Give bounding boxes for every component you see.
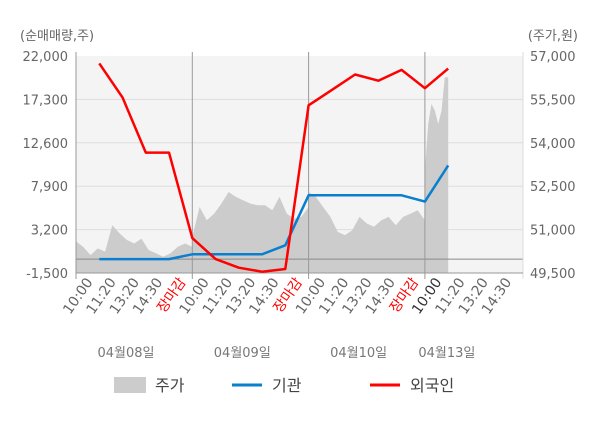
legend-label-institution: 기관	[272, 376, 302, 395]
left-tick-label: 17,300	[23, 93, 69, 108]
legend-label-price: 주가	[155, 376, 185, 395]
right-tick-label: 49,500	[530, 267, 576, 282]
left-tick-label: 3,200	[31, 224, 68, 239]
series-line-foreign	[98, 62, 450, 273]
series-line-institution	[99, 164, 450, 261]
legend-swatch-price	[114, 377, 146, 393]
legend-label-foreign: 외국인	[410, 376, 454, 395]
date-label: 04월08일	[97, 346, 154, 361]
date-label: 04월09일	[214, 346, 271, 361]
right-tick-label: 57,000	[530, 50, 576, 65]
right-tick-label: 51,000	[530, 224, 576, 239]
date-label: 04월13일	[418, 346, 475, 361]
left-axis-label: (순매매량,주)	[20, 29, 94, 44]
left-tick-label: 12,600	[23, 137, 69, 152]
legend: 주가 기관 외국인	[114, 376, 454, 395]
left-tick-label: 22,000	[23, 50, 69, 65]
right-tick-label: 55,500	[530, 93, 576, 108]
plot-area: 22,000 17,300 12,600 7,900 3,200 -1,500 57,000…	[23, 50, 576, 361]
date-label: 04월10일	[330, 346, 387, 361]
left-tick-label: -1,500	[26, 267, 68, 282]
left-tick-label: 7,900	[31, 180, 68, 195]
right-axis-label: (주가,원)	[528, 29, 578, 44]
right-tick-label: 52,500	[530, 180, 576, 195]
price-area	[76, 77, 449, 274]
right-tick-label: 54,000	[530, 137, 576, 152]
